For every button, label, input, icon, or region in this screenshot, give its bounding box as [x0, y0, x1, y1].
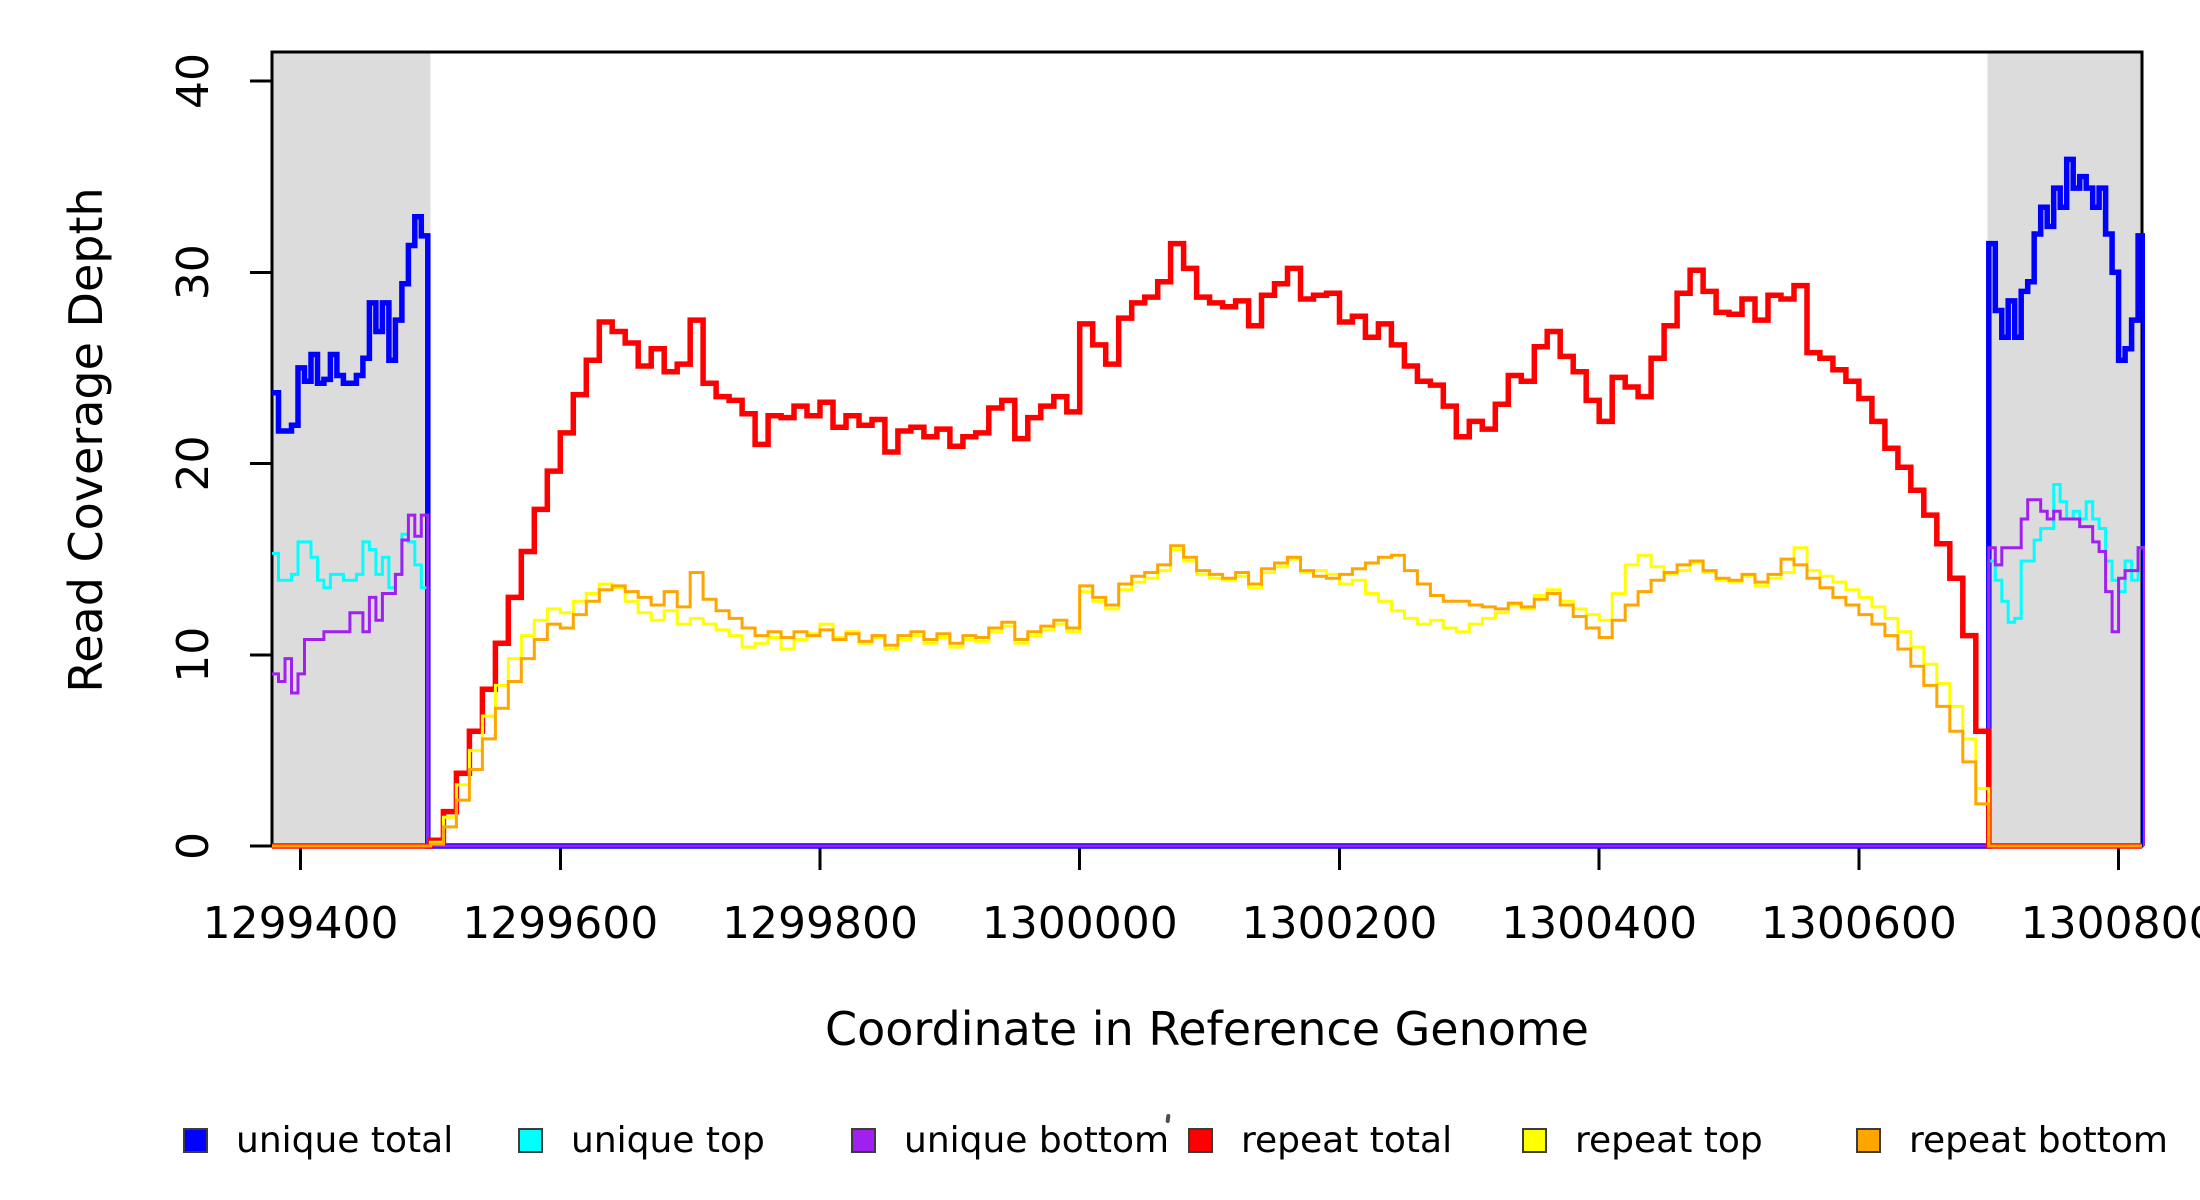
- x-tick-label: 1299600: [462, 898, 658, 949]
- x-tick-label: 1300600: [1761, 898, 1957, 949]
- x-tick-label: 1300800: [2021, 898, 2200, 949]
- series-repeat-bottom: [272, 544, 2142, 848]
- x-tick-label: 1300400: [1501, 898, 1697, 949]
- y-tick-label: 0: [168, 832, 219, 860]
- y-tick-label: 30: [168, 244, 219, 300]
- series-unique-top: [272, 483, 2145, 848]
- series-repeat-top: [272, 546, 2142, 848]
- x-tick-label: 1299400: [203, 898, 399, 949]
- x-tick-label: 1299800: [722, 898, 918, 949]
- x-tick-label: 1300000: [982, 898, 1178, 949]
- y-tick-label: 40: [168, 53, 219, 109]
- series-unique-total: [272, 156, 2145, 849]
- y-axis-title: Read Coverage Depth: [59, 187, 113, 693]
- shaded-region: [272, 52, 431, 846]
- x-tick-label: 1300200: [1241, 898, 1437, 949]
- y-tick-label: 10: [168, 627, 219, 683]
- series-unique-bottom: [272, 498, 2145, 848]
- series-repeat-total: [272, 240, 2142, 849]
- x-axis-title: Coordinate in Reference Genome: [825, 1002, 1589, 1056]
- y-tick-label: 20: [168, 436, 219, 492]
- plot-border: [270, 50, 2144, 848]
